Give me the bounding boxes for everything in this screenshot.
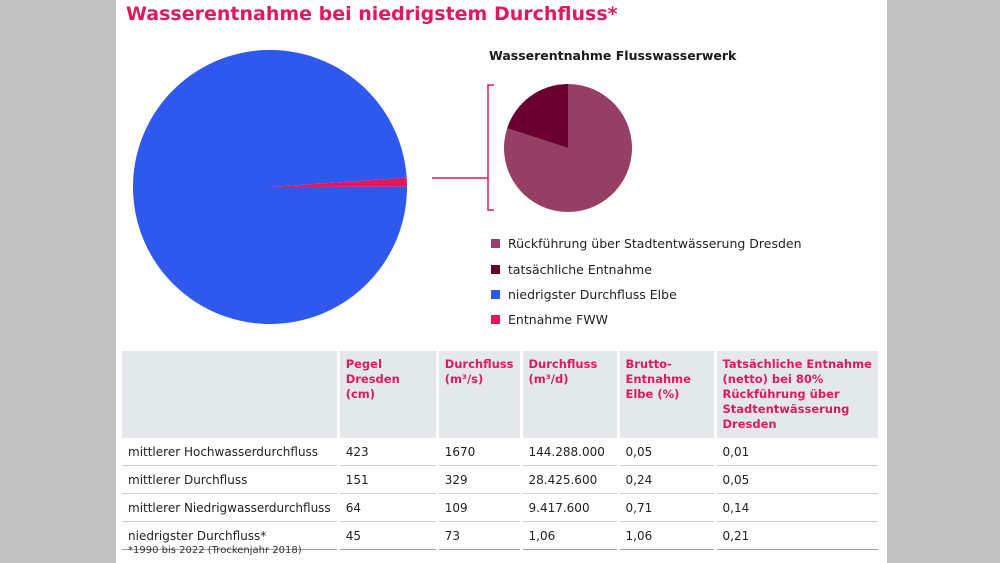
legend-item-fww: Entnahme FWW xyxy=(491,311,608,327)
cell-durchfluss-s: 109 xyxy=(435,493,521,522)
cell-durchfluss-s: 1670 xyxy=(435,438,521,466)
table-row: niedrigster Durchfluss* 45 73 1,06 1,06 … xyxy=(122,521,878,550)
bracket xyxy=(487,84,494,211)
table-header-row: Pegel Dresden (cm) Durchfluss (m³/s) Dur… xyxy=(122,351,878,438)
cell-netto: 0,14 xyxy=(713,493,878,522)
cell-netto: 0,01 xyxy=(713,438,878,466)
infographic-panel: Wasserentnahme bei niedrigstem Durchflus… xyxy=(116,0,887,563)
header-durchfluss-d: Durchfluss (m³/d) xyxy=(519,351,618,438)
cell-netto: 0,05 xyxy=(713,465,878,494)
legend-swatch xyxy=(491,289,500,299)
pie-slice-rueckfuehrung xyxy=(504,84,633,212)
small-pie-title: Wasserentnahme Flusswasserwerk xyxy=(489,48,737,63)
pie-slice-entnahme xyxy=(507,84,568,148)
header-brutto: Brutto-Entnahme Elbe (%) xyxy=(616,351,715,438)
cell-pegel: 151 xyxy=(336,465,438,494)
legend-item-durchfluss: niedrigster Durchfluss Elbe xyxy=(491,286,677,302)
cell-brutto: 1,06 xyxy=(616,521,715,550)
legend-swatch xyxy=(491,314,500,324)
cell-durchfluss-d: 144.288.000 xyxy=(519,438,618,466)
cell-brutto: 0,71 xyxy=(616,493,715,522)
legend-swatch xyxy=(491,238,500,248)
data-table: Pegel Dresden (cm) Durchfluss (m³/s) Dur… xyxy=(122,351,878,550)
header-pegel: Pegel Dresden (cm) xyxy=(336,351,438,438)
legend-item-rueckfuehrung: Rückführung über Stadtentwässerung Dresd… xyxy=(491,235,802,251)
row-label: mittlerer Hochwasserdurchfluss xyxy=(122,438,339,466)
big-pie-chart xyxy=(132,49,407,324)
legend-swatch xyxy=(491,264,500,274)
cell-pegel: 423 xyxy=(336,438,438,466)
page-title: Wasserentnahme bei niedrigstem Durchflus… xyxy=(126,3,618,25)
cell-durchfluss-s: 73 xyxy=(435,521,521,550)
small-pie-chart xyxy=(504,84,633,212)
cell-brutto: 0,24 xyxy=(616,465,715,494)
legend-label: niedrigster Durchfluss Elbe xyxy=(508,286,677,302)
cell-durchfluss-s: 329 xyxy=(435,465,521,494)
table-row: mittlerer Durchfluss 151 329 28.425.600 … xyxy=(122,465,878,494)
header-empty xyxy=(122,351,339,438)
header-durchfluss-s: Durchfluss (m³/s) xyxy=(435,351,521,438)
pie-slice-durchfluss-elbe xyxy=(132,49,407,324)
cell-durchfluss-d: 28.425.600 xyxy=(519,465,618,494)
row-label: mittlerer Niedrigwasserdurchfluss xyxy=(122,493,339,522)
pie-slice-entnahme-fww xyxy=(270,177,407,187)
pie-charts xyxy=(132,49,633,324)
header-netto: Tatsächliche Entnahme (netto) bei 80% Rü… xyxy=(713,351,878,438)
footnote: *1990 bis 2022 (Trockenjahr 2018) xyxy=(128,545,302,556)
table-row: mittlerer Niedrigwasserdurchfluss 64 109… xyxy=(122,493,878,522)
cell-durchfluss-d: 1,06 xyxy=(519,521,618,550)
legend-label: Rückführung über Stadtentwässerung Dresd… xyxy=(508,235,802,251)
cell-netto: 0,21 xyxy=(713,521,878,550)
cell-durchfluss-d: 9.417.600 xyxy=(519,493,618,522)
legend-label: Entnahme FWW xyxy=(508,311,608,327)
cell-brutto: 0,05 xyxy=(616,438,715,466)
cell-pegel: 45 xyxy=(336,521,438,550)
table-row: mittlerer Hochwasserdurchfluss 423 1670 … xyxy=(122,438,878,466)
row-label: mittlerer Durchfluss xyxy=(122,465,339,494)
row-label: niedrigster Durchfluss* xyxy=(122,521,339,550)
legend-item-entnahme: tatsächliche Entnahme xyxy=(491,261,652,277)
legend-label: tatsächliche Entnahme xyxy=(508,261,652,277)
cell-pegel: 64 xyxy=(336,493,438,522)
